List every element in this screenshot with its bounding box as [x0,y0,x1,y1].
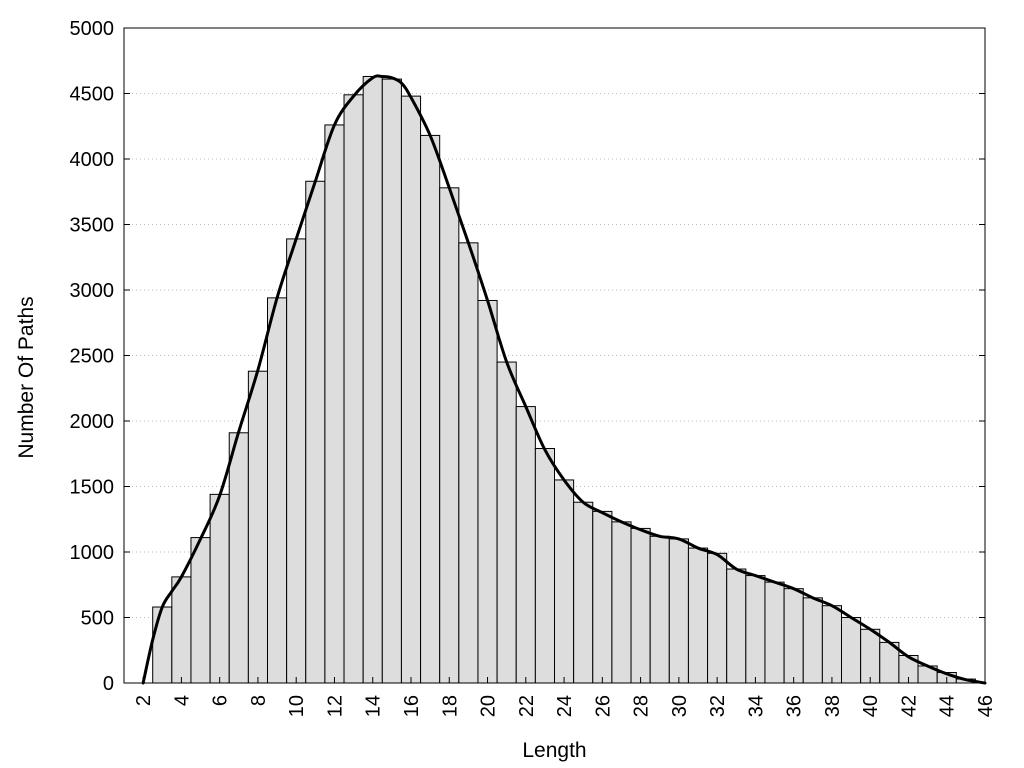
x-tick-label: 2 [133,695,155,706]
histogram-bar [152,606,173,684]
x-axis-title: Length [522,739,586,762]
x-tick-label: 32 [707,695,729,717]
histogram-bar [362,75,383,684]
x-tick-label: 26 [592,695,614,717]
x-tick-label: 36 [784,695,806,717]
histogram-bar [573,501,594,684]
x-tick-label: 22 [516,695,538,717]
histogram-bar [381,78,402,684]
histogram-bar [400,95,422,684]
y-tick-label: 500 [81,608,114,630]
x-tick-label: 30 [669,695,691,717]
histogram-bar [783,588,804,684]
histogram-bar [228,432,249,684]
y-tick-label: 2000 [70,411,115,433]
histogram-bar [687,547,709,684]
x-tick-label: 8 [248,695,270,706]
histogram-bar [171,576,192,684]
histogram-bar [247,370,269,684]
histogram-bar [496,361,517,684]
y-tick-label: 3000 [70,280,115,302]
histogram-bar [324,124,345,684]
x-tick-label: 38 [822,695,844,717]
histogram-bar [343,94,364,684]
y-tick-label: 0 [103,673,114,695]
x-tick-label: 34 [745,695,767,717]
histogram-bar [267,297,288,684]
histogram-bar [534,448,555,684]
x-tick-label: 12 [324,695,346,717]
x-tick-label: 16 [401,695,423,717]
x-tick-label: 24 [554,695,576,717]
histogram-bar [668,538,689,684]
histogram-bar [802,597,823,684]
x-tick-label: 18 [439,695,461,717]
x-axis-ticks: 2 4 6 8 10 12 14 16 18 20 22 24 26 28 30 32 34 36 38 40 42 44… [133,677,997,717]
histogram-bar [286,238,307,684]
x-tick-label: 20 [478,695,500,717]
y-tick-label: 1500 [70,477,115,499]
histogram-bar [592,510,613,684]
y-tick-label: 4500 [70,84,115,106]
histogram-bar [477,299,498,684]
histogram-bar [439,187,460,684]
x-tick-label: 40 [860,695,882,717]
y-tick-label: 5000 [70,18,115,40]
x-tick-label: 6 [210,695,232,706]
y-axis-ticks: 0 500 1000 1500 2000 2500 3000 3500 4000 4500 5000 [70,18,985,695]
histogram-bar [841,617,862,684]
y-tick-label: 1000 [70,542,115,564]
y-tick-label: 2500 [70,346,115,368]
histogram-bar [190,537,211,684]
smoothed-curve-line [141,74,987,685]
x-tick-label: 14 [363,695,385,717]
histogram-bar [630,527,651,684]
x-tick-label: 10 [286,695,308,717]
histogram-bar [209,493,230,684]
histogram-bar [745,575,766,684]
histogram-bar [611,521,632,684]
bars [152,75,976,684]
x-tick-label: 28 [631,695,653,717]
histogram-bar [860,628,881,684]
histogram-bar [707,552,728,684]
histogram-bar [764,581,785,684]
x-tick-label: 42 [898,695,920,717]
y-tick-label: 4000 [70,149,115,171]
histogram-bar [649,535,670,684]
x-tick-label: 46 [975,695,997,717]
histogram-bar [515,406,536,684]
histogram-bar [554,479,575,684]
histogram-bar [821,605,842,684]
histogram-bar [305,180,326,684]
histogram-bar [420,134,441,684]
x-tick-label: 4 [171,695,193,706]
histogram-bar [726,568,747,684]
y-tick-label: 3500 [70,215,115,237]
histogram-bar [458,242,479,684]
y-axis-title: Number Of Paths [15,296,38,458]
x-tick-label: 44 [937,695,959,717]
